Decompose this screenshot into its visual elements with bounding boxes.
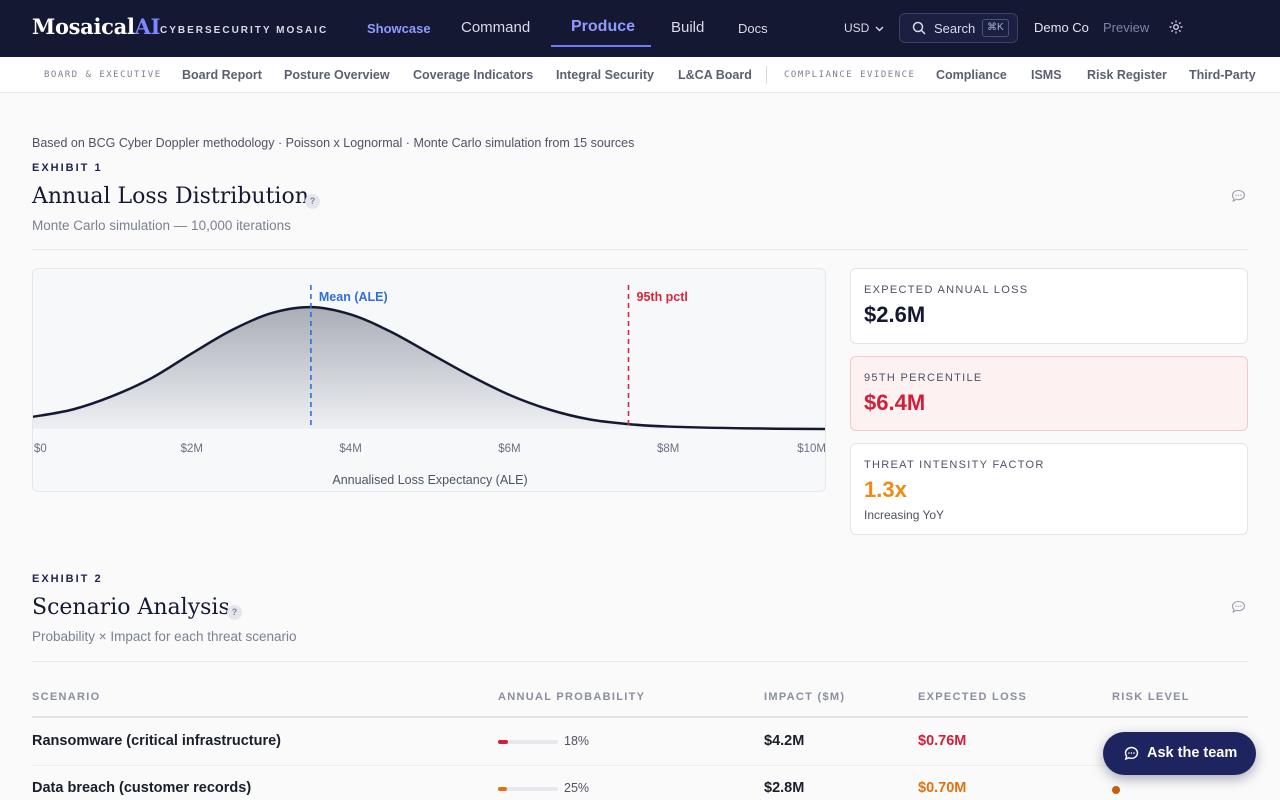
distribution-area — [33, 307, 825, 429]
currency-selector[interactable]: USD — [844, 21, 884, 35]
brand-tagline: CYBERSECURITY MOSAIC — [160, 25, 329, 36]
stat-label: THREAT INTENSITY FACTOR — [864, 459, 1045, 471]
stat-card-95th-percentile: 95TH PERCENTILE $6.4M — [850, 356, 1248, 431]
scenario-name: Ransomware (critical infrastructure) — [32, 733, 281, 749]
comment-icon[interactable] — [1231, 600, 1246, 614]
probability-bar-fill — [498, 740, 508, 744]
methodology-note: Based on BCG Cyber Doppler methodology ·… — [32, 136, 635, 150]
stat-value: $6.4M — [864, 390, 926, 415]
distribution-line — [33, 305, 825, 431]
stat-card-expected-loss: EXPECTED ANNUAL LOSS $2.6M — [850, 268, 1248, 344]
subnav-coverage-indicators[interactable]: Coverage Indicators — [413, 68, 534, 82]
exhibit-1-help-icon[interactable]: ? — [305, 194, 320, 209]
stat-value: $2.6M — [864, 302, 926, 327]
search-shortcut: ⌘K — [982, 19, 1009, 37]
exhibit-1-label: EXHIBIT 1 — [32, 162, 103, 174]
x-axis-label: Annualised Loss Expectancy (ALE) — [332, 473, 527, 487]
table-header-rule — [32, 716, 1248, 718]
risk-level-indicator — [1112, 786, 1120, 794]
exhibit-1-subtitle: Monte Carlo simulation — 10,000 iteratio… — [32, 218, 291, 233]
subnav-group-board: BOARD & EXECUTIVE — [44, 70, 162, 80]
marker-label: Mean (ALE) — [319, 290, 388, 304]
org-name[interactable]: Demo Co — [1034, 20, 1089, 35]
section-subnav: BOARD & EXECUTIVE Board Report Posture O… — [0, 57, 1280, 93]
nav-build[interactable]: Build — [671, 19, 705, 36]
subnav-group-compliance: COMPLIANCE EVIDENCE — [784, 70, 916, 80]
brand-logo[interactable]: MosaicalAI — [32, 14, 161, 39]
column-header-scenario[interactable]: SCENARIO — [32, 691, 101, 703]
subnav-lca-board[interactable]: L&CA Board — [678, 68, 752, 82]
preview-mode[interactable]: Preview — [1103, 20, 1150, 35]
column-header-expected-loss[interactable]: EXPECTED LOSS — [918, 691, 1028, 703]
nav-command[interactable]: Command — [461, 19, 531, 36]
stat-label: 95TH PERCENTILE — [864, 372, 983, 384]
chevron-down-icon — [875, 26, 884, 32]
x-tick-label: $6M — [498, 443, 520, 455]
section-divider — [32, 661, 1248, 662]
stat-label: EXPECTED ANNUAL LOSS — [864, 284, 1029, 296]
active-nav-indicator — [551, 45, 651, 47]
probability-bar — [498, 740, 558, 744]
section-divider — [32, 249, 1248, 250]
currency-label: USD — [844, 21, 870, 35]
ask-button-label: Ask the team — [1147, 745, 1238, 761]
expected-loss-value: $0.70M — [918, 780, 967, 796]
subnav-posture-overview[interactable]: Posture Overview — [284, 68, 390, 82]
nav-produce[interactable]: Produce — [571, 18, 636, 35]
column-header-risk-level[interactable]: RISK LEVEL — [1112, 691, 1190, 703]
ask-the-team-button[interactable]: Ask the team — [1103, 732, 1256, 775]
subnav-isms[interactable]: ISMS — [1031, 68, 1062, 82]
x-tick-label: $4M — [339, 443, 361, 455]
top-navigation: MosaicalAI CYBERSECURITY MOSAIC Showcase… — [0, 0, 1280, 57]
search-button[interactable]: Search ⌘K — [899, 13, 1018, 43]
gear-icon[interactable] — [1168, 19, 1184, 35]
exhibit-2-label: EXHIBIT 2 — [32, 573, 103, 585]
marker-label: 95th pctl — [637, 290, 688, 304]
subnav-divider — [766, 66, 767, 84]
search-label: Search — [934, 21, 976, 36]
subnav-board-report[interactable]: Board Report — [182, 68, 262, 82]
exhibit-2-help-icon[interactable]: ? — [227, 605, 242, 620]
stat-note: Increasing YoY — [864, 508, 945, 522]
x-tick-label: $8M — [657, 443, 679, 455]
probability-value: 25% — [564, 781, 590, 795]
column-header-probability[interactable]: ANNUAL PROBABILITY — [498, 691, 646, 703]
loss-distribution-chart: Mean (ALE) 95th pctl $0 $2M $4M $6M $8M $10M A… — [32, 268, 826, 492]
nav-docs[interactable]: Docs — [738, 21, 768, 36]
exhibit-2-title: Scenario Analysis — [32, 595, 230, 620]
column-header-impact[interactable]: IMPACT ($M) — [764, 691, 846, 703]
subnav-third-party[interactable]: Third-Party — [1189, 68, 1256, 82]
subnav-risk-register[interactable]: Risk Register — [1087, 68, 1167, 82]
impact-value: $2.8M — [764, 780, 805, 796]
stat-value: 1.3x — [864, 477, 907, 502]
probability-bar — [498, 787, 558, 791]
probability-bar-fill — [498, 787, 507, 791]
nav-showcase[interactable]: Showcase — [367, 21, 431, 36]
subnav-integral-security[interactable]: Integral Security — [556, 68, 654, 82]
x-tick-label: $10M — [797, 443, 826, 455]
probability-value: 18% — [564, 734, 590, 748]
subnav-compliance[interactable]: Compliance — [936, 68, 1007, 82]
comment-icon[interactable] — [1231, 189, 1246, 203]
chat-bubble-icon — [1124, 746, 1139, 761]
exhibit-2-subtitle: Probability × Impact for each threat sce… — [32, 629, 297, 644]
x-tick-label: $0 — [34, 443, 47, 455]
expected-loss-value: $0.76M — [918, 733, 967, 749]
x-tick-label: $2M — [181, 443, 203, 455]
row-divider — [32, 765, 1248, 766]
exhibit-1-title: Annual Loss Distribution — [32, 184, 309, 209]
distribution-plot: Mean (ALE) 95th pctl $0 $2M $4M $6M $8M $10M A… — [33, 285, 826, 487]
stat-card-threat-intensity: THREAT INTENSITY FACTOR 1.3x Increasing … — [850, 443, 1248, 535]
impact-value: $4.2M — [764, 733, 805, 749]
scenario-name: Data breach (customer records) — [32, 780, 252, 796]
search-icon — [912, 21, 926, 35]
